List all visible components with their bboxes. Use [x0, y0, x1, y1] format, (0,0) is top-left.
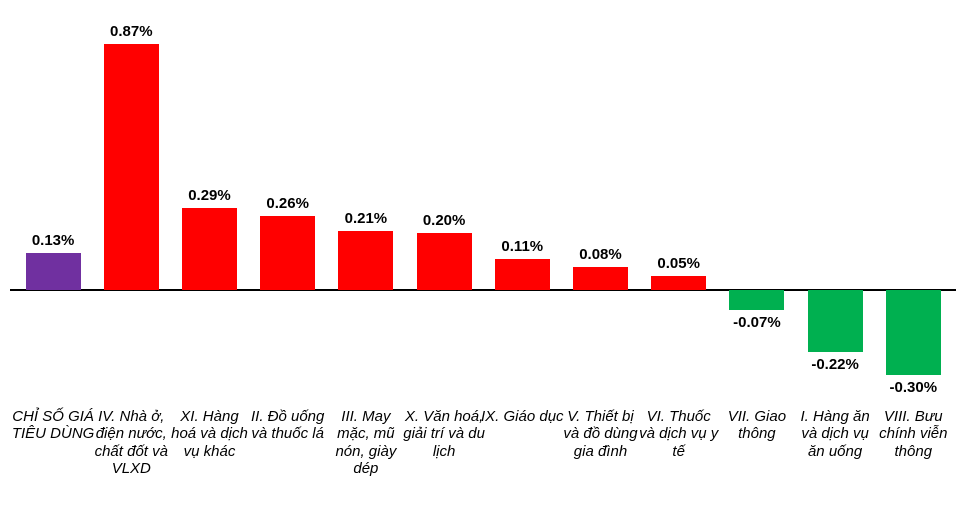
bar-3	[260, 216, 315, 290]
category-label-1: IV. Nhà ở, điện nước, chất đốt và VLXD	[89, 408, 173, 477]
value-label-3: 0.26%	[249, 195, 327, 212]
col-10: -0.22% I. Hàng ăn và dịch vụ ăn uống	[796, 0, 874, 510]
col-1: 0.87% IV. Nhà ở, điện nước, chất đốt và V…	[92, 0, 170, 510]
col-3: 0.26% II. Đồ uống và thuốc lá	[249, 0, 327, 510]
col-7: 0.08% V. Thiết bị và đồ dùng gia đình	[561, 0, 639, 510]
cpi-bar-chart: 0.13% CHỈ SỐ GIÁ TIÊU DÙNG 0.87% IV. Nhà ở,…	[0, 0, 966, 510]
plot-area: 0.13% CHỈ SỐ GIÁ TIÊU DÙNG 0.87% IV. Nhà ở,…	[0, 0, 966, 510]
value-label-8: 0.05%	[640, 255, 718, 272]
category-label-3: II. Đồ uống và thuốc lá	[246, 408, 330, 443]
value-label-7: 0.08%	[561, 246, 639, 263]
bar-4	[338, 231, 393, 290]
col-6: 0.11% IX. Giáo dục	[483, 0, 561, 510]
col-8: 0.05% VI. Thuốc và dịch vụ y tế	[640, 0, 718, 510]
col-11: -0.30% VIII. Bưu chính viễn thông	[874, 0, 952, 510]
category-label-4: III. May mặc, mũ nón, giày dép	[324, 408, 408, 477]
category-label-8: VI. Thuốc và dịch vụ y tế	[637, 408, 721, 460]
category-label-6: IX. Giáo dục	[480, 408, 564, 425]
bar-6	[495, 259, 550, 290]
bar-7	[573, 267, 628, 290]
bar-9	[729, 290, 784, 310]
category-label-7: V. Thiết bị và đồ dùng gia đình	[558, 408, 642, 460]
value-label-6: 0.11%	[483, 238, 561, 255]
bar-10	[808, 290, 863, 352]
col-0: 0.13% CHỈ SỐ GIÁ TIÊU DÙNG	[14, 0, 92, 510]
value-label-0: 0.13%	[14, 232, 92, 249]
col-9: -0.07% VII. Giao thông	[718, 0, 796, 510]
category-label-10: I. Hàng ăn và dịch vụ ăn uống	[793, 408, 877, 460]
category-label-9: VII. Giao thông	[715, 408, 799, 443]
value-label-11: -0.30%	[874, 379, 952, 396]
value-label-10: -0.22%	[796, 356, 874, 373]
bar-5	[417, 233, 472, 290]
bar-0	[26, 253, 81, 290]
value-label-9: -0.07%	[718, 314, 796, 331]
col-5: 0.20% X. Văn hoá, giải trí và du lịch	[405, 0, 483, 510]
col-2: 0.29% XI. Hàng hoá và dịch vụ khác	[170, 0, 248, 510]
value-label-2: 0.29%	[170, 187, 248, 204]
value-label-4: 0.21%	[327, 210, 405, 227]
bar-2	[182, 208, 237, 290]
category-label-2: XI. Hàng hoá và dịch vụ khác	[167, 408, 251, 460]
col-4: 0.21% III. May mặc, mũ nón, giày dép	[327, 0, 405, 510]
value-label-5: 0.20%	[405, 212, 483, 229]
category-label-0: CHỈ SỐ GIÁ TIÊU DÙNG	[11, 408, 95, 443]
category-label-11: VIII. Bưu chính viễn thông	[871, 408, 955, 460]
value-label-1: 0.87%	[92, 23, 170, 40]
category-label-5: X. Văn hoá, giải trí và du lịch	[402, 408, 486, 460]
bar-11	[886, 290, 941, 375]
bar-8	[651, 276, 706, 290]
bar-1	[104, 44, 159, 290]
